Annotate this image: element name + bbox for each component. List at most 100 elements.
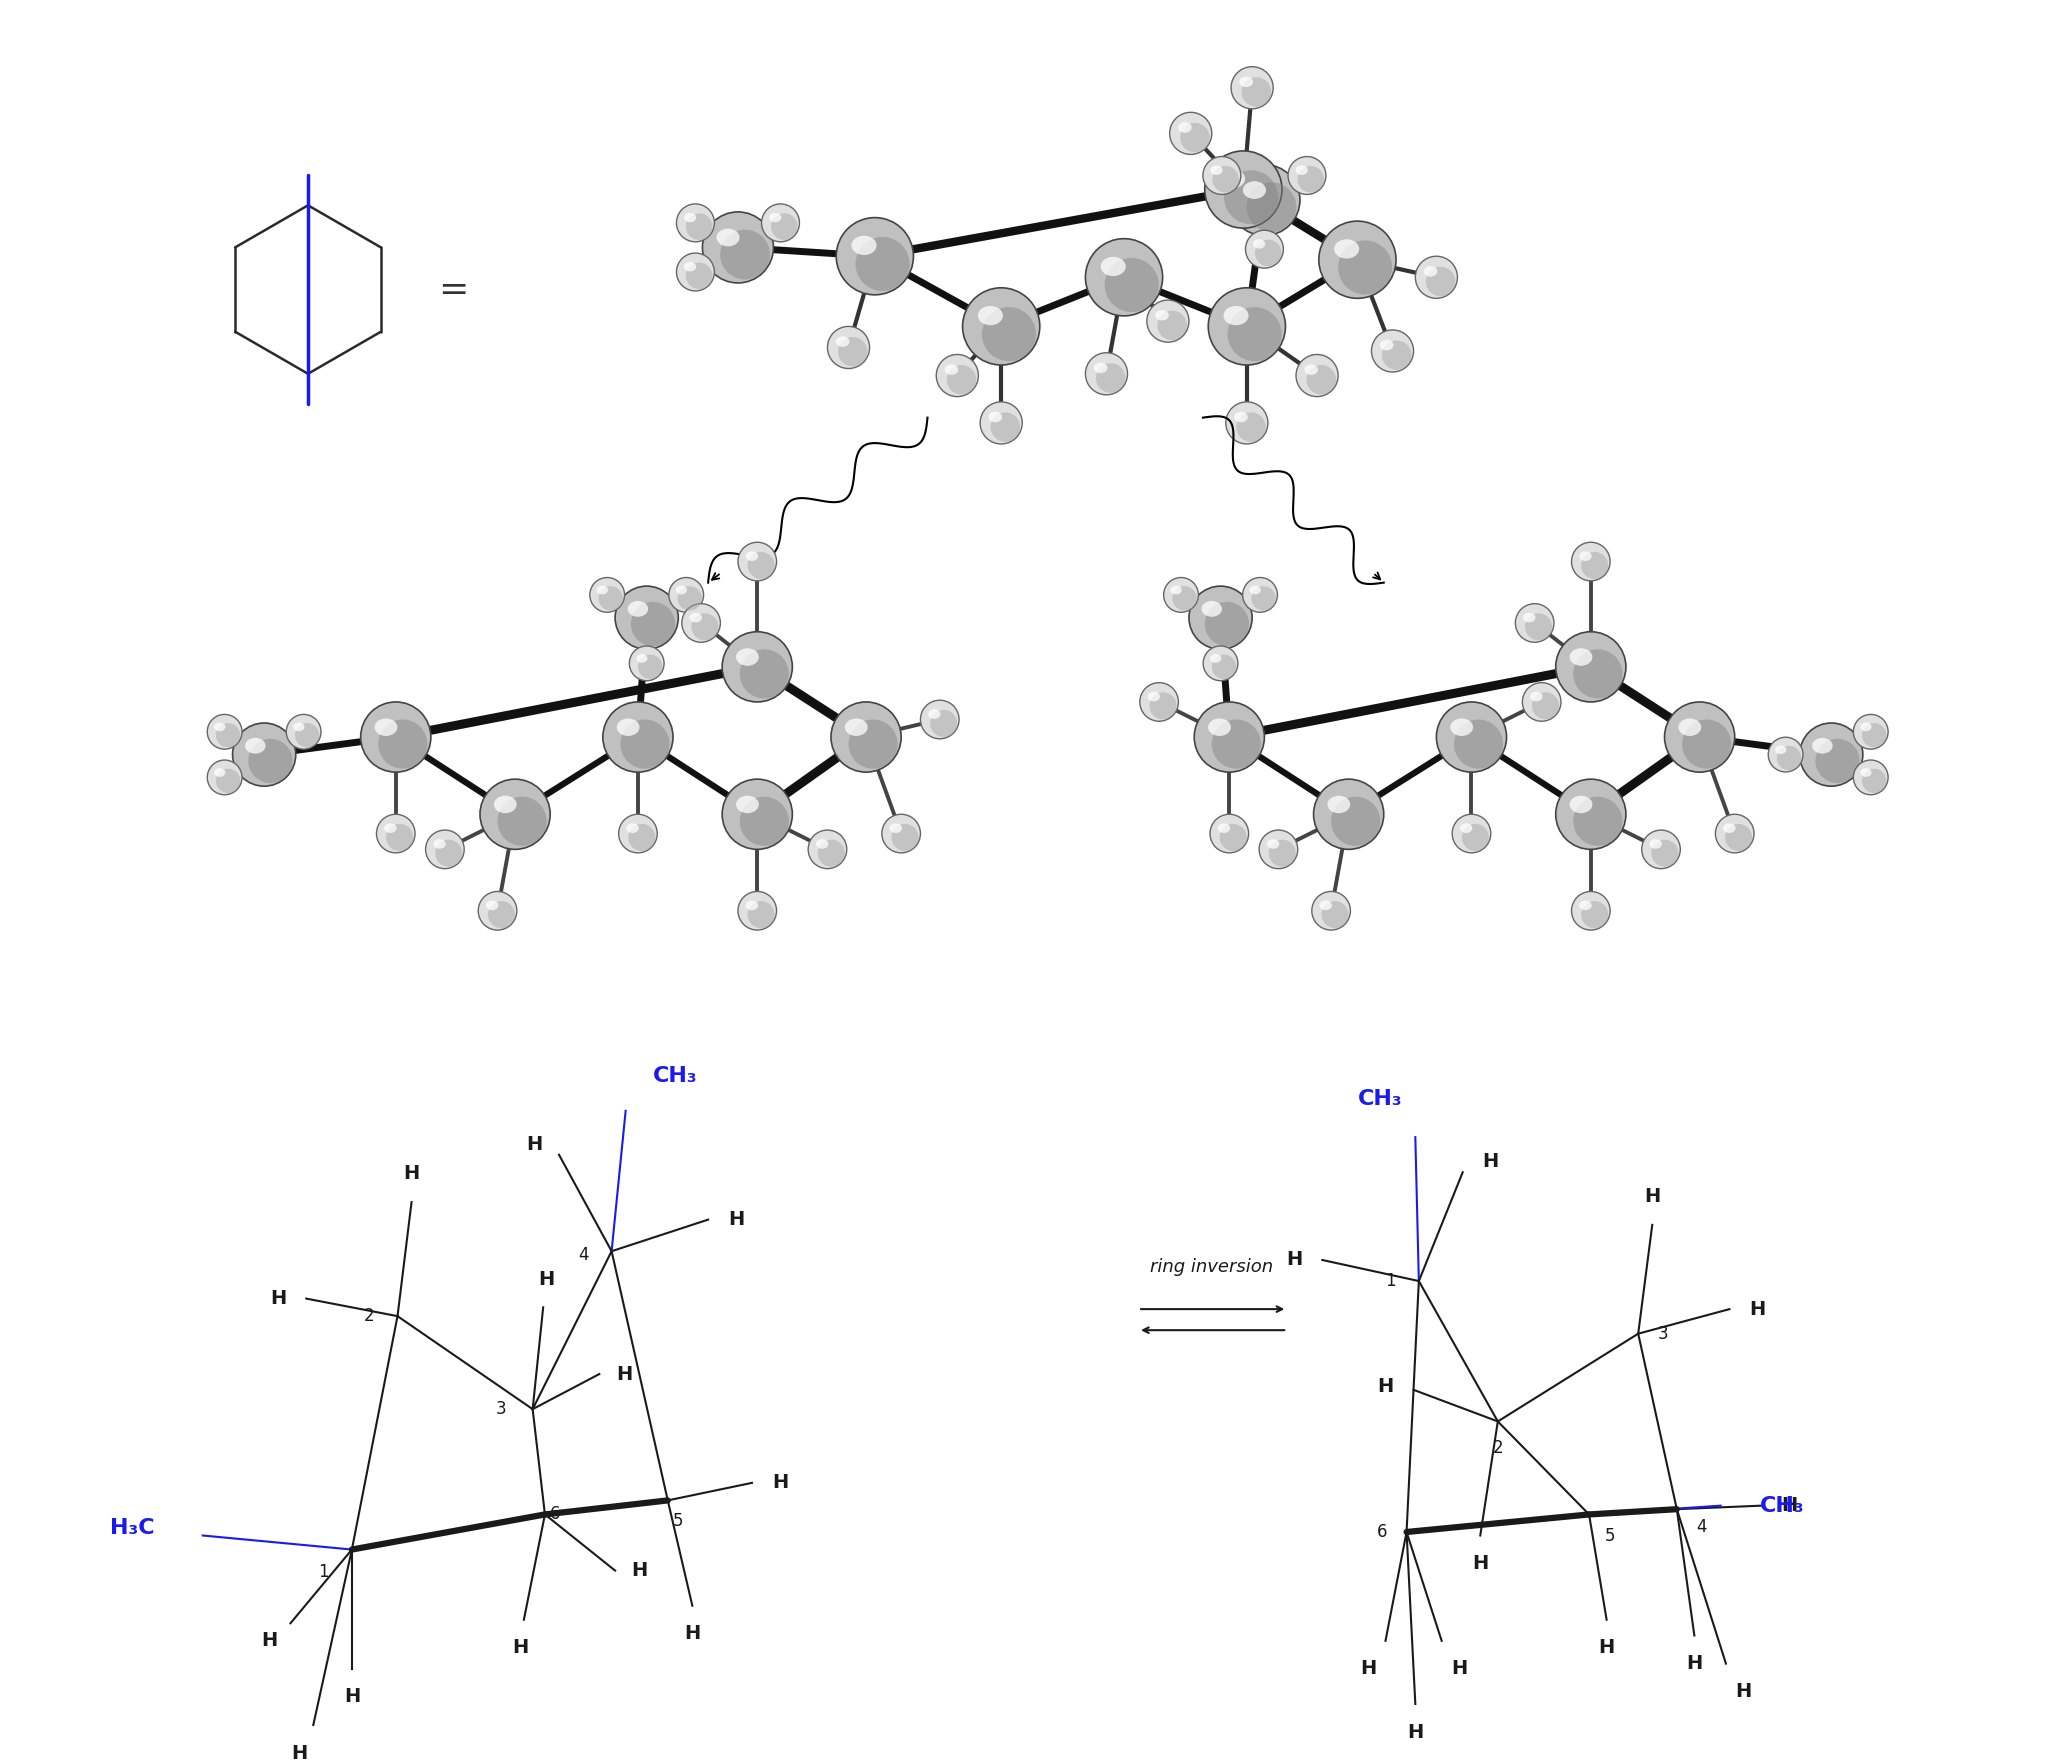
Ellipse shape <box>676 585 686 594</box>
Text: H: H <box>631 1560 647 1580</box>
Ellipse shape <box>387 823 414 852</box>
Text: 3: 3 <box>1657 1324 1667 1343</box>
Circle shape <box>1800 723 1864 786</box>
Circle shape <box>233 723 295 786</box>
Ellipse shape <box>1255 240 1282 266</box>
Ellipse shape <box>1268 839 1280 848</box>
Ellipse shape <box>1094 363 1108 374</box>
Circle shape <box>831 702 901 772</box>
Ellipse shape <box>1178 122 1192 132</box>
Text: ring inversion: ring inversion <box>1151 1259 1274 1276</box>
Circle shape <box>723 631 793 702</box>
Ellipse shape <box>1860 769 1872 777</box>
Text: H: H <box>1407 1722 1423 1742</box>
Text: 5: 5 <box>674 1513 684 1530</box>
Ellipse shape <box>1862 723 1886 748</box>
Circle shape <box>1243 578 1278 612</box>
Ellipse shape <box>717 229 739 247</box>
Circle shape <box>1085 238 1163 316</box>
Ellipse shape <box>1532 693 1559 719</box>
Ellipse shape <box>1423 266 1438 277</box>
Ellipse shape <box>1724 823 1753 852</box>
Ellipse shape <box>739 797 788 846</box>
Ellipse shape <box>1208 719 1231 735</box>
Ellipse shape <box>1333 240 1360 259</box>
Circle shape <box>1260 830 1298 869</box>
Ellipse shape <box>1202 601 1223 617</box>
Text: H: H <box>772 1474 788 1491</box>
Circle shape <box>1141 682 1178 721</box>
Text: 2: 2 <box>365 1306 375 1326</box>
Text: 2: 2 <box>1493 1439 1503 1456</box>
Circle shape <box>1372 330 1413 372</box>
Ellipse shape <box>989 413 1001 423</box>
Ellipse shape <box>293 723 305 732</box>
Ellipse shape <box>1180 123 1210 152</box>
Ellipse shape <box>856 236 909 291</box>
Circle shape <box>1313 779 1384 850</box>
Ellipse shape <box>836 337 850 347</box>
Circle shape <box>1313 892 1350 931</box>
Circle shape <box>1571 892 1610 931</box>
Ellipse shape <box>770 213 797 240</box>
Ellipse shape <box>1722 823 1735 832</box>
Text: H: H <box>729 1209 743 1229</box>
Text: H: H <box>1749 1299 1765 1319</box>
Ellipse shape <box>928 709 940 719</box>
Ellipse shape <box>1307 365 1335 395</box>
Ellipse shape <box>1454 719 1503 769</box>
Text: 5: 5 <box>1606 1527 1616 1544</box>
Circle shape <box>920 700 958 739</box>
Circle shape <box>1853 714 1888 749</box>
Ellipse shape <box>1305 365 1319 376</box>
Text: H: H <box>1452 1659 1466 1678</box>
Text: H: H <box>1686 1654 1702 1673</box>
Ellipse shape <box>248 739 293 783</box>
Circle shape <box>1229 164 1300 236</box>
Ellipse shape <box>735 649 760 666</box>
Circle shape <box>809 830 846 869</box>
Ellipse shape <box>678 587 702 610</box>
Ellipse shape <box>436 839 463 867</box>
Circle shape <box>702 212 774 282</box>
Circle shape <box>1169 113 1212 155</box>
Circle shape <box>1642 830 1679 869</box>
Ellipse shape <box>838 337 868 367</box>
Ellipse shape <box>1382 340 1411 370</box>
Circle shape <box>207 760 242 795</box>
Circle shape <box>737 543 776 580</box>
Ellipse shape <box>627 823 639 832</box>
Ellipse shape <box>1171 587 1196 610</box>
Text: H: H <box>512 1638 528 1657</box>
Circle shape <box>1665 702 1735 772</box>
Ellipse shape <box>1149 693 1176 719</box>
Ellipse shape <box>930 710 956 737</box>
Ellipse shape <box>946 365 977 395</box>
Ellipse shape <box>815 839 827 848</box>
Circle shape <box>1556 631 1626 702</box>
Text: H₃C: H₃C <box>111 1518 156 1539</box>
Ellipse shape <box>629 823 655 852</box>
Circle shape <box>737 892 776 931</box>
Ellipse shape <box>1573 649 1622 698</box>
Text: 4: 4 <box>578 1246 588 1264</box>
Text: H: H <box>403 1165 420 1183</box>
Ellipse shape <box>498 797 547 846</box>
Ellipse shape <box>1298 166 1323 192</box>
Circle shape <box>1522 682 1561 721</box>
Text: H: H <box>1483 1153 1499 1171</box>
Circle shape <box>479 779 551 850</box>
Text: H: H <box>1782 1497 1798 1514</box>
Ellipse shape <box>1157 310 1188 340</box>
Ellipse shape <box>1243 182 1266 199</box>
Ellipse shape <box>1223 307 1249 324</box>
Circle shape <box>1716 815 1753 853</box>
Ellipse shape <box>434 839 446 848</box>
Circle shape <box>377 815 416 853</box>
Ellipse shape <box>748 552 774 578</box>
Ellipse shape <box>848 719 897 769</box>
Ellipse shape <box>379 719 428 769</box>
Circle shape <box>1190 585 1251 649</box>
Ellipse shape <box>692 614 719 640</box>
Circle shape <box>836 217 913 294</box>
